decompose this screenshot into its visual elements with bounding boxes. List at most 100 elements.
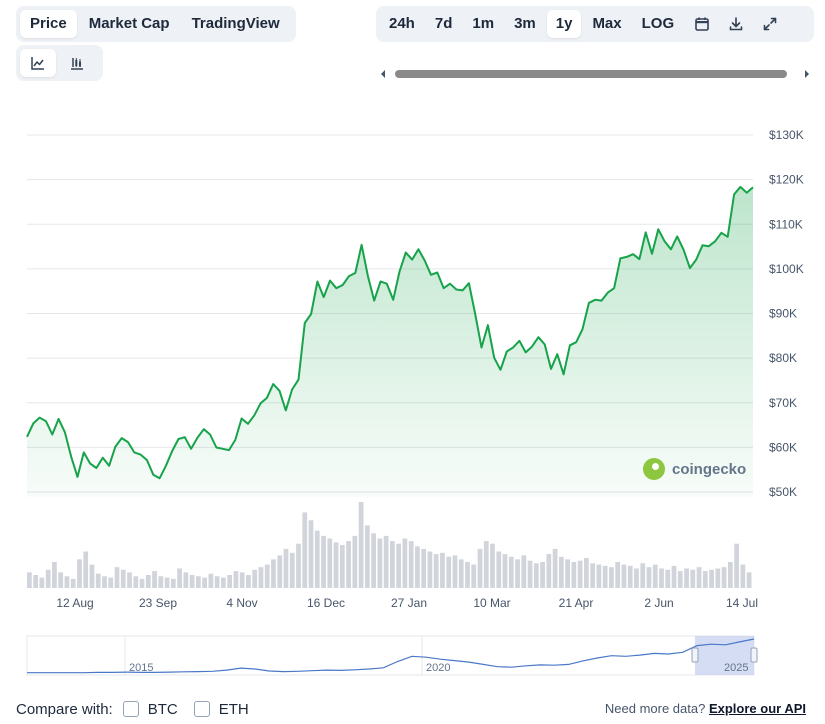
volume-bar [321, 535, 326, 588]
range-navigator[interactable]: 2015 2020 2025 [26, 635, 758, 676]
x-tick-label: 27 Jan [391, 596, 427, 610]
volume-bar [584, 558, 589, 588]
volume-bar [283, 548, 289, 588]
y-tick-label: $70K [769, 396, 797, 410]
volume-bar [264, 564, 270, 588]
y-tick-label: $120K [769, 173, 804, 187]
volume-bar [458, 559, 464, 588]
volume-bar [95, 573, 101, 588]
chart-scrollbar[interactable] [378, 66, 812, 82]
api-promo: Need more data? Explore our API [605, 697, 806, 721]
line-chart-icon [31, 57, 44, 70]
price-area-fill [27, 186, 753, 497]
volume-bar [415, 546, 420, 588]
volume-bar [364, 525, 370, 588]
volume-bar [402, 538, 408, 588]
volume-bar [58, 572, 64, 588]
volume-bar [252, 569, 258, 588]
navigator-handle[interactable] [691, 647, 699, 663]
explore-api-link[interactable]: Explore our API [708, 701, 806, 716]
volume-bar [314, 530, 320, 588]
scroll-right-icon[interactable] [802, 66, 812, 82]
download-icon [729, 17, 743, 31]
range-24h[interactable]: 24h [389, 15, 415, 32]
volume-bar [740, 564, 746, 588]
volume-bar [52, 561, 57, 588]
scroll-left-icon[interactable] [378, 66, 388, 82]
y-tick-label: $60K [769, 440, 797, 454]
volume-bar [665, 569, 671, 588]
log-scale-toggle[interactable]: LOG [641, 15, 675, 32]
range-1y[interactable]: 1y [546, 10, 582, 38]
volume-bar [114, 567, 120, 588]
volume-bar [721, 567, 727, 588]
candlestick-chart-button[interactable] [59, 49, 95, 77]
volume-bar [258, 567, 264, 588]
range-7d[interactable]: 7d [434, 15, 453, 32]
volume-bar [684, 568, 689, 588]
volume-bar [709, 569, 714, 588]
y-tick-label: $110K [769, 217, 803, 231]
volume-bar [640, 563, 646, 588]
volume-bar [621, 564, 627, 588]
compare-eth-checkbox[interactable]: ETH [193, 701, 249, 718]
volume-bar [465, 561, 470, 588]
volume-bar [358, 502, 364, 588]
volume-bar [246, 574, 251, 588]
volume-bar [239, 572, 245, 588]
fullscreen-icon [763, 17, 777, 31]
range-max[interactable]: Max [592, 15, 622, 32]
volume-bar [734, 543, 739, 588]
y-tick-label: $80K [769, 351, 797, 365]
volume-bar [396, 543, 402, 588]
volume-bar [646, 567, 652, 588]
volume-bar [352, 535, 358, 588]
volume-bar [64, 576, 70, 588]
volume-bar [202, 577, 207, 588]
volume-bar [339, 545, 345, 588]
volume-bar [296, 543, 301, 588]
volume-bar [571, 561, 577, 588]
volume-bars [27, 502, 752, 588]
volume-bar [195, 576, 201, 588]
compare-btc-checkbox[interactable]: BTC [122, 701, 178, 718]
volume-bar [527, 560, 533, 588]
volume-bar [371, 533, 376, 588]
navigator-handle[interactable] [750, 647, 758, 663]
line-chart-button[interactable] [20, 49, 56, 77]
tab-tradingview[interactable]: TradingView [191, 15, 280, 32]
volume-bar [671, 565, 677, 588]
x-tick-label: 16 Dec [307, 596, 345, 610]
x-tick-label: 23 Sep [139, 596, 177, 610]
volume-bar [39, 577, 45, 588]
volume-bar [590, 563, 596, 588]
volume-bar [102, 576, 107, 588]
volume-bar [70, 578, 76, 588]
checkbox-box[interactable] [122, 701, 139, 717]
tab-market-cap[interactable]: Market Cap [88, 15, 170, 32]
x-axis-labels: 12 Aug 23 Sep 4 Nov 16 Dec 27 Jan 10 Mar 21 Ap… [56, 596, 758, 610]
volume-bar [302, 512, 308, 588]
x-tick-label: 10 Mar [473, 596, 510, 610]
volume-bar [715, 568, 721, 588]
checkbox-box[interactable] [193, 701, 210, 717]
volume-bar [346, 541, 351, 588]
range-1m[interactable]: 1m [472, 15, 495, 32]
time-range-selector: 24h 7d 1m 3m 1y Max LOG [376, 6, 814, 42]
x-tick-label: 12 Aug [56, 596, 93, 610]
range-3m[interactable]: 3m [514, 15, 536, 32]
price-chart[interactable]: $50K $60K $70K $80K $90K $100K $110K $120K $130K… [0, 0, 825, 695]
tab-price[interactable]: Price [20, 10, 77, 38]
fullscreen-button[interactable] [753, 10, 787, 38]
volume-bar [502, 554, 508, 588]
download-button[interactable] [719, 10, 753, 38]
volume-bar [27, 572, 32, 588]
calendar-button[interactable] [685, 10, 719, 38]
x-tick-label: 21 Apr [559, 596, 594, 610]
volume-bar [690, 569, 696, 588]
volume-bar [702, 571, 708, 588]
volume-bar [558, 556, 564, 588]
scrollbar-thumb[interactable] [395, 70, 787, 78]
volume-bar [308, 520, 314, 588]
volume-bar [170, 578, 176, 588]
